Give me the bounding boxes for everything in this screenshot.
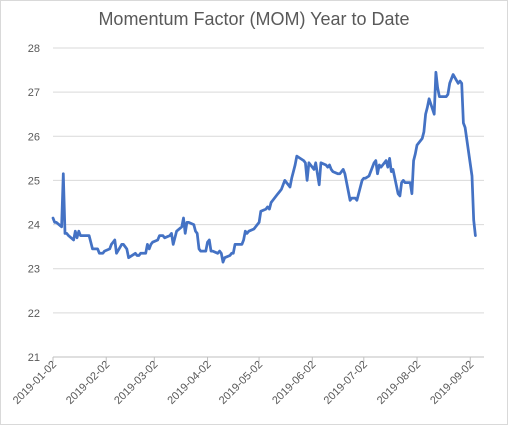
x-tick-label: 2019-01-02 [11,359,59,407]
y-tick-label: 22 [28,308,40,320]
x-tick-label: 2019-08-02 [375,359,423,407]
x-tick-label: 2019-03-02 [112,359,160,407]
x-tick-label: 2019-06-02 [270,359,318,407]
chart-title: Momentum Factor (MOM) Year to Date [98,9,410,29]
x-tick-label: 2019-04-02 [165,359,213,407]
x-tick-label: 2019-07-02 [322,359,370,407]
gridlines [53,47,484,314]
y-tick-label: 28 [28,43,40,55]
series-group [51,70,477,264]
y-tick-label: 23 [28,264,40,276]
y-tick-label: 21 [28,352,40,364]
y-tick-label: 24 [28,220,40,232]
y-tick-label: 26 [28,131,40,143]
y-tick-label: 27 [28,87,40,99]
x-tick-label: 2019-02-02 [64,359,112,407]
x-tick-label: 2019-09-02 [428,359,476,407]
y-axis-tick-labels: 21 22 23 24 25 26 27 28 [28,43,40,364]
x-axis-tick-labels: 2019-01-02 2019-02-02 2019-03-02 2019-04-02… [11,357,476,407]
y-tick-label: 25 [28,175,40,187]
x-tick-label: 2019-05-02 [217,359,265,407]
series-line-mom [51,70,477,264]
